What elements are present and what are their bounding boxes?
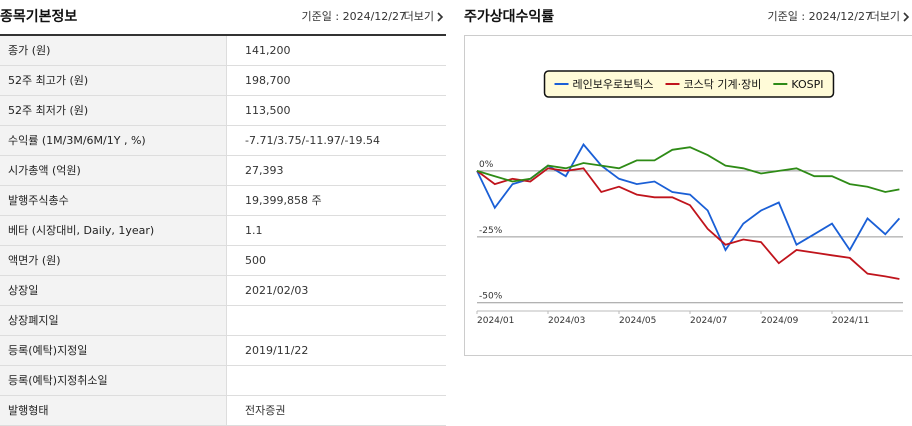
row-label: 상장일 [0,276,227,305]
row-value: 141,200 [245,44,291,57]
x-tick-label: 2024/05 [619,316,656,326]
row-value: 27,393 [245,164,284,177]
legend-box [543,70,835,98]
table-row: 52주 최저가 (원) 113,500 [0,96,446,126]
base-date: 기준일 : 2024/12/27 [767,10,872,23]
series-line [476,167,900,280]
row-value: 19,399,858 주 [245,194,322,207]
row-label: 액면가 (원) [0,246,227,275]
row-label: 베타 (시장대비, Daily, 1year) [0,216,227,245]
row-label: 52주 최저가 (원) [0,96,227,125]
x-tick-label: 2024/11 [832,316,869,326]
table-row: 상장폐지일 [0,306,446,336]
table-row: 등록(예탁)지정취소일 [0,366,446,396]
legend-label: 레인보우로보틱스 [573,78,654,91]
more-link[interactable]: 더보기 [869,10,900,23]
table-row: 베타 (시장대비, Daily, 1year) 1.1 [0,216,446,246]
table-row: 발행주식총수 19,399,858 주 [0,186,446,216]
info-header: 종목기본정보 기준일 : 2024/12/27 더보기 [0,0,446,34]
chart: 0% -25% -50% 2024/01 2024/03 2024/05 2024/07 20… [476,70,903,326]
row-value: -7.71/3.75/-11.97/-19.54 [245,134,380,147]
info-table: 종가 (원) 141,200 52주 최고가 (원) 198,700 52주 최저가 (… [0,34,446,426]
row-value: 전자증권 [245,404,286,417]
x-tick-label: 2024/01 [477,316,514,326]
row-label: 발행주식총수 [0,186,227,215]
row-label: 등록(예탁)지정일 [0,336,227,365]
legend-label: KOSPI [791,78,823,91]
row-label: 수익률 (1M/3M/6M/1Y , %) [0,126,227,155]
y-tick-label: 0% [479,160,494,170]
x-tick-label: 2024/09 [761,316,799,326]
series-line [476,146,900,193]
table-row: 수익률 (1M/3M/6M/1Y , %) -7.71/3.75/-11.97/-… [0,126,446,156]
row-label: 종가 (원) [0,36,227,65]
row-value: 500 [245,254,266,267]
table-row: 종가 (원) 141,200 [0,36,446,66]
chevron[interactable] [902,12,910,22]
table-row: 발행형태 전자증권 [0,396,446,426]
table-row: 액면가 (원) 500 [0,246,446,276]
row-value: 198,700 [245,74,291,87]
x-tick-label: 2024/07 [690,316,727,326]
table-row: 52주 최고가 (원) 198,700 [0,66,446,96]
x-tick-label: 2024/03 [548,316,585,326]
row-value: 2021/02/03 [245,284,309,297]
panel-title: 주가상대수익률 [464,9,555,25]
base-date: 기준일 : 2024/12/27 [301,10,406,23]
chart-header: 주가상대수익률 기준일 : 2024/12/27 더보기 [464,0,912,34]
legend-label: 코스닥 기계·장비 [683,78,761,91]
table-row: 시가총액 (억원) 27,393 [0,156,446,186]
y-tick-label: -50% [479,292,503,302]
row-value: 1.1 [245,224,263,237]
table-row: 상장일 2021/02/03 [0,276,446,306]
y-tick-label: -25% [479,226,503,236]
row-label: 52주 최고가 (원) [0,66,227,95]
table-row: 등록(예탁)지정일 2019/11/22 [0,336,446,366]
row-label: 상장폐지일 [0,306,227,335]
row-label: 시가총액 (억원) [0,156,227,185]
chevron[interactable] [436,12,444,22]
row-value: 2019/11/22 [245,344,309,357]
panel-title: 종목기본정보 [0,9,78,25]
row-value: 113,500 [245,104,291,117]
series-line [476,142,901,252]
row-label: 발행형태 [0,396,227,425]
chart-box: 0% -25% -50% 2024/01 2024/03 2024/05 2024/07 20… [464,35,912,356]
more-link[interactable]: 더보기 [403,10,434,23]
row-label: 등록(예탁)지정취소일 [0,366,227,395]
